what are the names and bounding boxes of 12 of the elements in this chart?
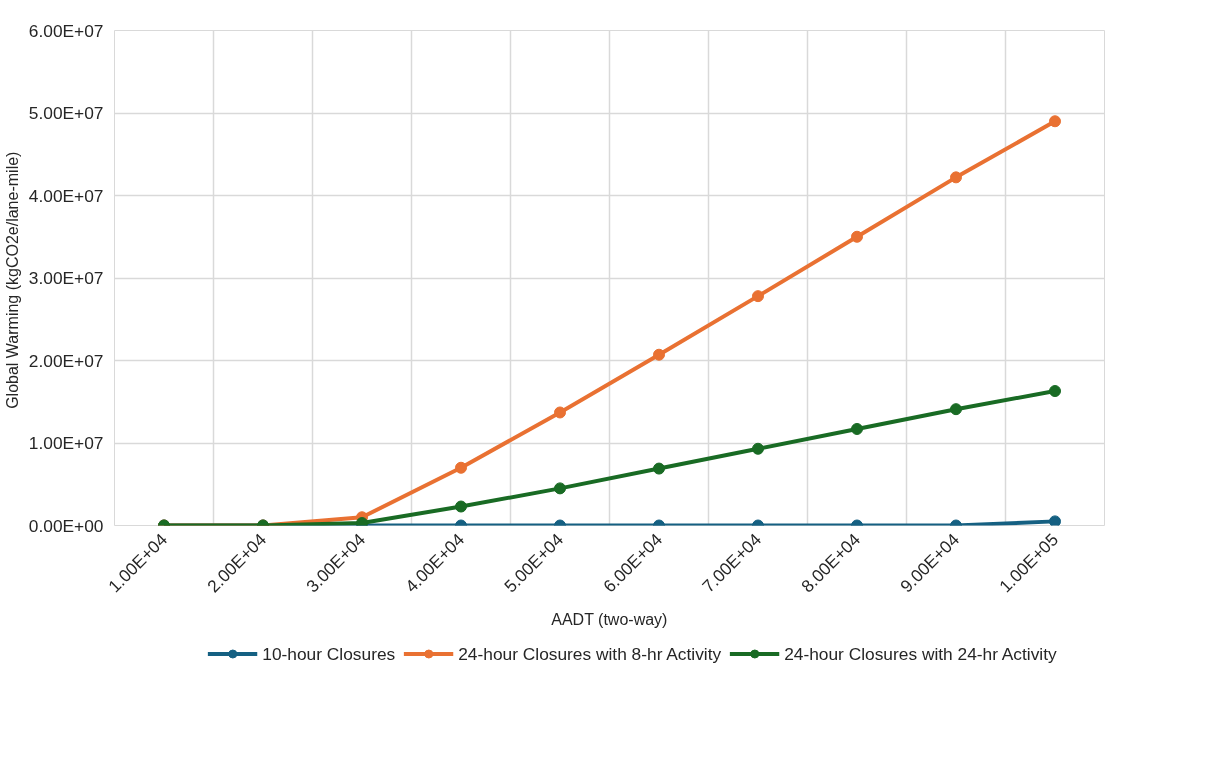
x-axis-title: AADT (two-way) — [551, 611, 668, 629]
legend-label: 10-hour Closures — [262, 643, 396, 664]
y-tick-label: 1.00E+07 — [28, 433, 104, 453]
y-axis-title: Global Warming (kgCO2e/lane-mile) — [3, 151, 21, 409]
y-tick-label: 6.00E+07 — [28, 20, 104, 41]
y-tick-label: 2.00E+07 — [28, 350, 104, 371]
y-tick-label: 3.00E+07 — [28, 268, 104, 288]
legend-label: 24-hour Closures with 24-hr Activity — [784, 643, 1057, 664]
y-tick-label: 4.00E+07 — [28, 185, 104, 206]
y-tick-label: 0.00E+00 — [28, 515, 104, 536]
y-tick-label: 5.00E+07 — [28, 103, 104, 123]
legend-label: 24-hour Closures with 8-hr Activity — [458, 643, 722, 664]
